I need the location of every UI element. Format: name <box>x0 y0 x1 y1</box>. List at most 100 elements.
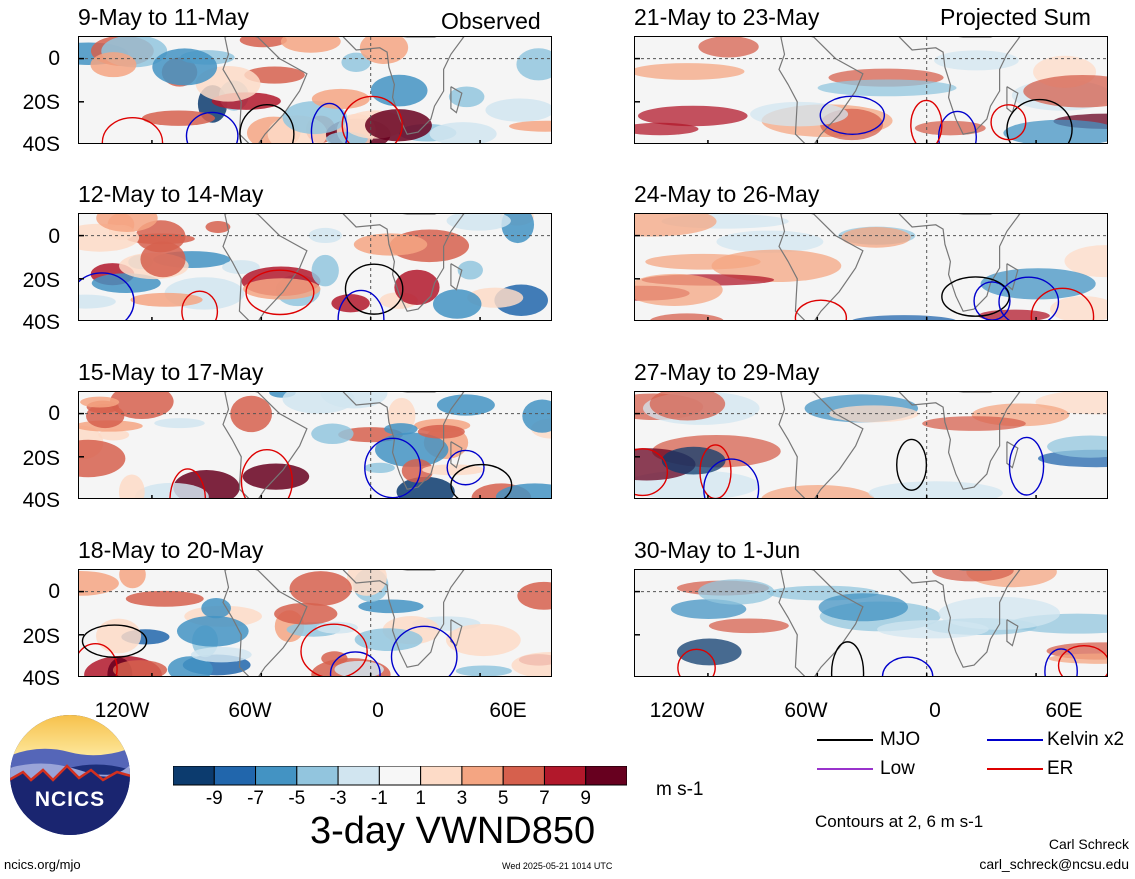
anomaly-blob <box>80 396 120 408</box>
anomaly-blob <box>635 214 717 237</box>
colorbar-swatch <box>255 766 298 786</box>
coastline <box>1006 263 1019 291</box>
wave-contour <box>1008 436 1045 496</box>
anomaly-blob <box>650 313 724 320</box>
contour-note: Contours at 2, 6 m s-1 <box>815 812 984 831</box>
wave-contour <box>329 651 381 676</box>
coastline <box>342 392 465 490</box>
anomaly-blob <box>401 458 434 483</box>
colorbar-label: -3 <box>329 788 347 809</box>
main-title: 3-day VWND850 <box>310 810 596 852</box>
wave-contour <box>941 276 1010 317</box>
observed-label: Observed <box>441 8 541 34</box>
anomaly-blob <box>750 101 849 127</box>
coastline <box>778 570 864 676</box>
coastline <box>222 570 308 676</box>
lon-tick-0-left: 0 <box>372 699 384 722</box>
wave-contour <box>703 458 760 498</box>
lon-tick-0-right: 0 <box>929 699 941 722</box>
wave-contour <box>185 111 239 143</box>
anomaly-blob <box>914 120 986 136</box>
lon-tick-120w-right: 120W <box>649 699 705 722</box>
wave-contour <box>364 437 422 498</box>
colorbar-label: -1 <box>370 788 388 809</box>
unit-label: m s-1 <box>656 779 704 800</box>
colorbar-label: 7 <box>539 788 550 809</box>
wave-contour <box>245 269 315 316</box>
anomaly-blob <box>79 570 119 596</box>
colorbar-swatch <box>420 766 463 786</box>
lat-tick-0-row4: 0 <box>48 580 60 603</box>
colorbar-swatch <box>378 766 422 786</box>
colorbar-swatch <box>173 766 215 786</box>
wave-contour <box>341 95 403 143</box>
wave-contour <box>300 623 368 676</box>
anomaly-blob <box>370 74 428 107</box>
anomaly-blob <box>436 394 495 416</box>
wave-contour <box>181 290 219 320</box>
legend-kelvin-line <box>987 739 1043 741</box>
wave-contour <box>101 116 164 143</box>
wave-contour <box>998 276 1060 320</box>
author-email: carl_schreck@ncsu.edu <box>979 856 1129 872</box>
anomaly-blob <box>522 399 551 433</box>
map-canvas <box>635 570 1107 676</box>
map-canvas <box>635 392 1107 498</box>
colorbar-swatch <box>296 766 339 786</box>
anomaly-blob <box>1048 653 1107 664</box>
coastline <box>1006 619 1019 647</box>
anomaly-blob <box>676 638 742 666</box>
colorbar-label: 1 <box>415 788 426 809</box>
lat-tick-20s-row3: 20S <box>22 447 60 470</box>
anomaly-blob <box>417 424 465 439</box>
coastline <box>778 392 864 498</box>
anomaly-blob <box>242 463 310 490</box>
anomaly-blob <box>354 628 423 652</box>
anomaly-blob <box>637 105 748 127</box>
coastline <box>898 570 1021 668</box>
map-canvas <box>79 392 551 498</box>
anomaly-blob <box>635 63 745 80</box>
anomaly-blob <box>152 48 218 86</box>
wave-contour <box>830 641 865 676</box>
lat-tick-20s-row2: 20S <box>22 269 60 292</box>
anomaly-blob <box>311 254 339 287</box>
map-projected-1 <box>634 36 1108 144</box>
lon-tick-120w-left: 120W <box>94 699 150 722</box>
lon-tick-60w-left: 60W <box>228 699 272 722</box>
wave-contour <box>79 642 118 676</box>
coastline <box>222 37 308 143</box>
anomaly-blob <box>698 579 775 605</box>
coastline <box>898 392 1021 490</box>
anomaly-blob <box>353 233 428 256</box>
site-url: ncics.org/mjo <box>4 857 81 872</box>
anomaly-blob <box>375 432 449 467</box>
map-canvas <box>79 570 551 676</box>
anomaly-blob <box>289 571 352 606</box>
colorbar-swatch <box>585 766 627 786</box>
anomaly-blob <box>485 98 551 122</box>
anomaly-blob <box>934 50 1019 71</box>
wave-contour <box>819 95 886 135</box>
panel-title-projected-3: 27-May to 29-May <box>634 359 820 385</box>
anomaly-blob <box>274 602 338 625</box>
lat-tick-20s-row1: 20S <box>22 91 60 114</box>
coastline <box>898 214 1021 312</box>
anomaly-blob <box>446 214 511 231</box>
anomaly-blob <box>98 429 130 441</box>
panel-title-projected-4: 30-May to 1-Jun <box>634 537 801 563</box>
anomaly-blob <box>79 294 116 309</box>
lon-tick-60e-right: 60E <box>1045 699 1083 722</box>
anomaly-blob <box>364 462 395 474</box>
wave-contour <box>239 104 295 143</box>
anomaly-blob <box>432 289 482 319</box>
panel-title-projected-1: 21-May to 23-May <box>634 4 820 30</box>
panel-title-observed-4: 18-May to 20-May <box>78 537 264 563</box>
anomaly-blob <box>711 249 842 283</box>
colorbar-swatch <box>502 766 545 786</box>
map-canvas <box>635 214 1107 320</box>
anomaly-blob <box>222 260 260 275</box>
anomaly-blob <box>817 79 957 97</box>
anomaly-blob <box>1064 245 1107 278</box>
anomaly-blob <box>135 482 209 498</box>
